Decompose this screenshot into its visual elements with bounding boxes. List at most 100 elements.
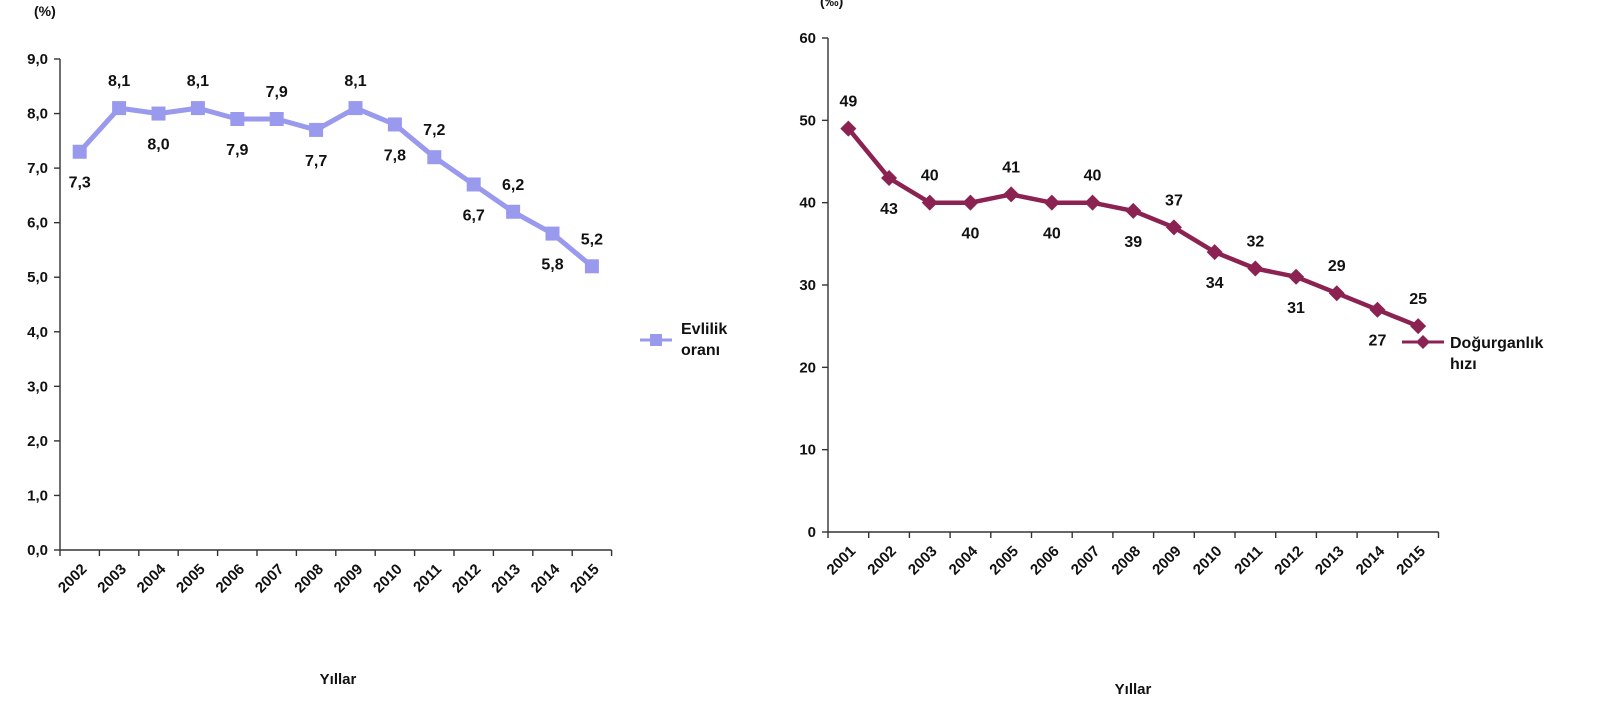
x-tick-label: 2011 (410, 561, 445, 596)
right-x-axis-title: Yıllar (1115, 681, 1152, 698)
x-tick-label: 2011 (1231, 543, 1266, 578)
data-point-marker (1125, 202, 1142, 219)
left-x-tick-labels: 2002 2003 2004 2005 2006 2007 2008 2009 2010 2011… (55, 560, 603, 596)
data-point-marker (1043, 194, 1060, 211)
left-markers (72, 101, 599, 274)
x-tick-label: 2010 (370, 561, 406, 597)
data-point-marker (466, 177, 481, 192)
data-point-marker (584, 259, 599, 274)
right-y-tick-labels: 0 10 20 30 40 50 60 (799, 30, 816, 541)
x-tick-label: 2001 (824, 543, 860, 579)
data-label: 37 (1165, 192, 1183, 209)
data-label: 40 (962, 226, 980, 243)
y-tick-label: 40 (799, 195, 816, 212)
data-label: 5,2 (581, 231, 603, 248)
data-label: 34 (1206, 275, 1224, 292)
data-point-marker (72, 144, 87, 159)
data-point-marker (348, 101, 363, 116)
legend-marker-evlilik (650, 334, 662, 346)
data-label: 7,9 (266, 84, 288, 101)
left-y-tick-labels: 0,0 1,0 2,0 3,0 4,0 5,0 6,0 7,0 8,0 9,0 (27, 51, 48, 559)
y-tick-label: 50 (799, 112, 816, 129)
data-label: 6,2 (502, 177, 524, 194)
data-point-marker (1084, 194, 1101, 211)
data-label: 31 (1287, 300, 1305, 317)
data-point-marker (190, 101, 205, 116)
y-tick-label: 0,0 (27, 542, 48, 559)
x-tick-label: 2009 (1149, 543, 1185, 579)
data-point-marker (230, 112, 245, 127)
data-point-marker (1003, 186, 1020, 203)
data-point-marker (1288, 268, 1305, 285)
data-point-marker (881, 169, 898, 186)
data-point-marker (1328, 285, 1345, 302)
data-label: 41 (1002, 159, 1020, 176)
x-tick-label: 2013 (1312, 543, 1348, 579)
data-label: 27 (1369, 333, 1387, 350)
right-axes (822, 37, 1440, 538)
x-tick-label: 2008 (1108, 543, 1144, 579)
y-tick-label: 30 (799, 277, 816, 294)
left-unit-label: (%) (34, 3, 56, 19)
data-point-marker (962, 194, 979, 211)
data-label: 40 (1043, 226, 1061, 243)
legend-text-line2: hızı (1450, 356, 1477, 373)
x-tick-label: 2004 (946, 542, 982, 578)
x-tick-label: 2005 (986, 543, 1022, 579)
x-tick-label: 2010 (1190, 543, 1226, 579)
data-point-marker (506, 204, 521, 219)
x-tick-label: 2015 (567, 561, 603, 597)
x-tick-label: 2014 (528, 560, 564, 596)
y-tick-label: 4,0 (27, 324, 48, 341)
legend-text-line1: Evlilik (681, 321, 727, 338)
x-tick-label: 2007 (252, 561, 288, 597)
legend-text-line1: Doğurganlık (1450, 335, 1543, 352)
x-tick-label: 2009 (331, 561, 367, 597)
right-unit-label: (‰) (820, 0, 843, 9)
left-axes (54, 58, 613, 556)
y-tick-label: 7,0 (27, 160, 48, 177)
data-label: 25 (1409, 291, 1427, 308)
x-tick-label: 2003 (905, 543, 941, 579)
y-tick-label: 0 (808, 524, 816, 541)
x-tick-label: 2008 (291, 561, 327, 597)
x-tick-label: 2006 (1027, 543, 1063, 579)
right-data-labels: 49 43 40 40 41 40 40 39 37 34 32 31 29 27 25 (839, 94, 1427, 350)
data-point-marker (1206, 244, 1223, 261)
data-point-marker (1410, 318, 1427, 335)
x-tick-label: 2002 (864, 543, 900, 579)
x-tick-label: 2002 (55, 561, 91, 597)
data-point-marker (269, 112, 284, 127)
left-legend: Evlilik oranı (640, 321, 727, 359)
data-label: 8,1 (344, 73, 366, 90)
right-markers (840, 120, 1427, 335)
data-label: 7,3 (69, 175, 91, 192)
x-tick-label: 2015 (1393, 543, 1429, 579)
legend-text-line2: oranı (681, 342, 720, 359)
data-label: 6,7 (463, 207, 485, 224)
x-tick-label: 2004 (134, 560, 170, 596)
data-label: 29 (1328, 258, 1346, 275)
data-label: 7,9 (226, 142, 248, 159)
y-tick-label: 9,0 (27, 51, 48, 68)
data-point-marker (1369, 301, 1386, 318)
marriage-rate-chart: (%) 0,01,02,03,04,05,06,07,08,09,0 2002 2… (27, 3, 727, 688)
data-label: 8,1 (108, 73, 130, 90)
y-tick-label: 8,0 (27, 106, 48, 123)
x-tick-label: 2012 (1271, 543, 1307, 579)
legend-marker-dogurganlik (1416, 335, 1430, 349)
y-tick-label: 5,0 (27, 269, 48, 286)
x-tick-label: 2003 (94, 561, 130, 597)
data-point-marker (427, 150, 442, 165)
data-point-marker (112, 101, 127, 116)
x-tick-label: 2014 (1353, 542, 1389, 578)
data-label: 8,1 (187, 73, 209, 90)
data-point-marker (921, 194, 938, 211)
data-point-marker (387, 117, 402, 132)
data-point-marker (1247, 260, 1264, 277)
data-point-marker (1165, 219, 1182, 236)
data-point-marker (309, 122, 324, 137)
data-label: 49 (839, 94, 857, 111)
y-tick-label: 2,0 (27, 433, 48, 450)
